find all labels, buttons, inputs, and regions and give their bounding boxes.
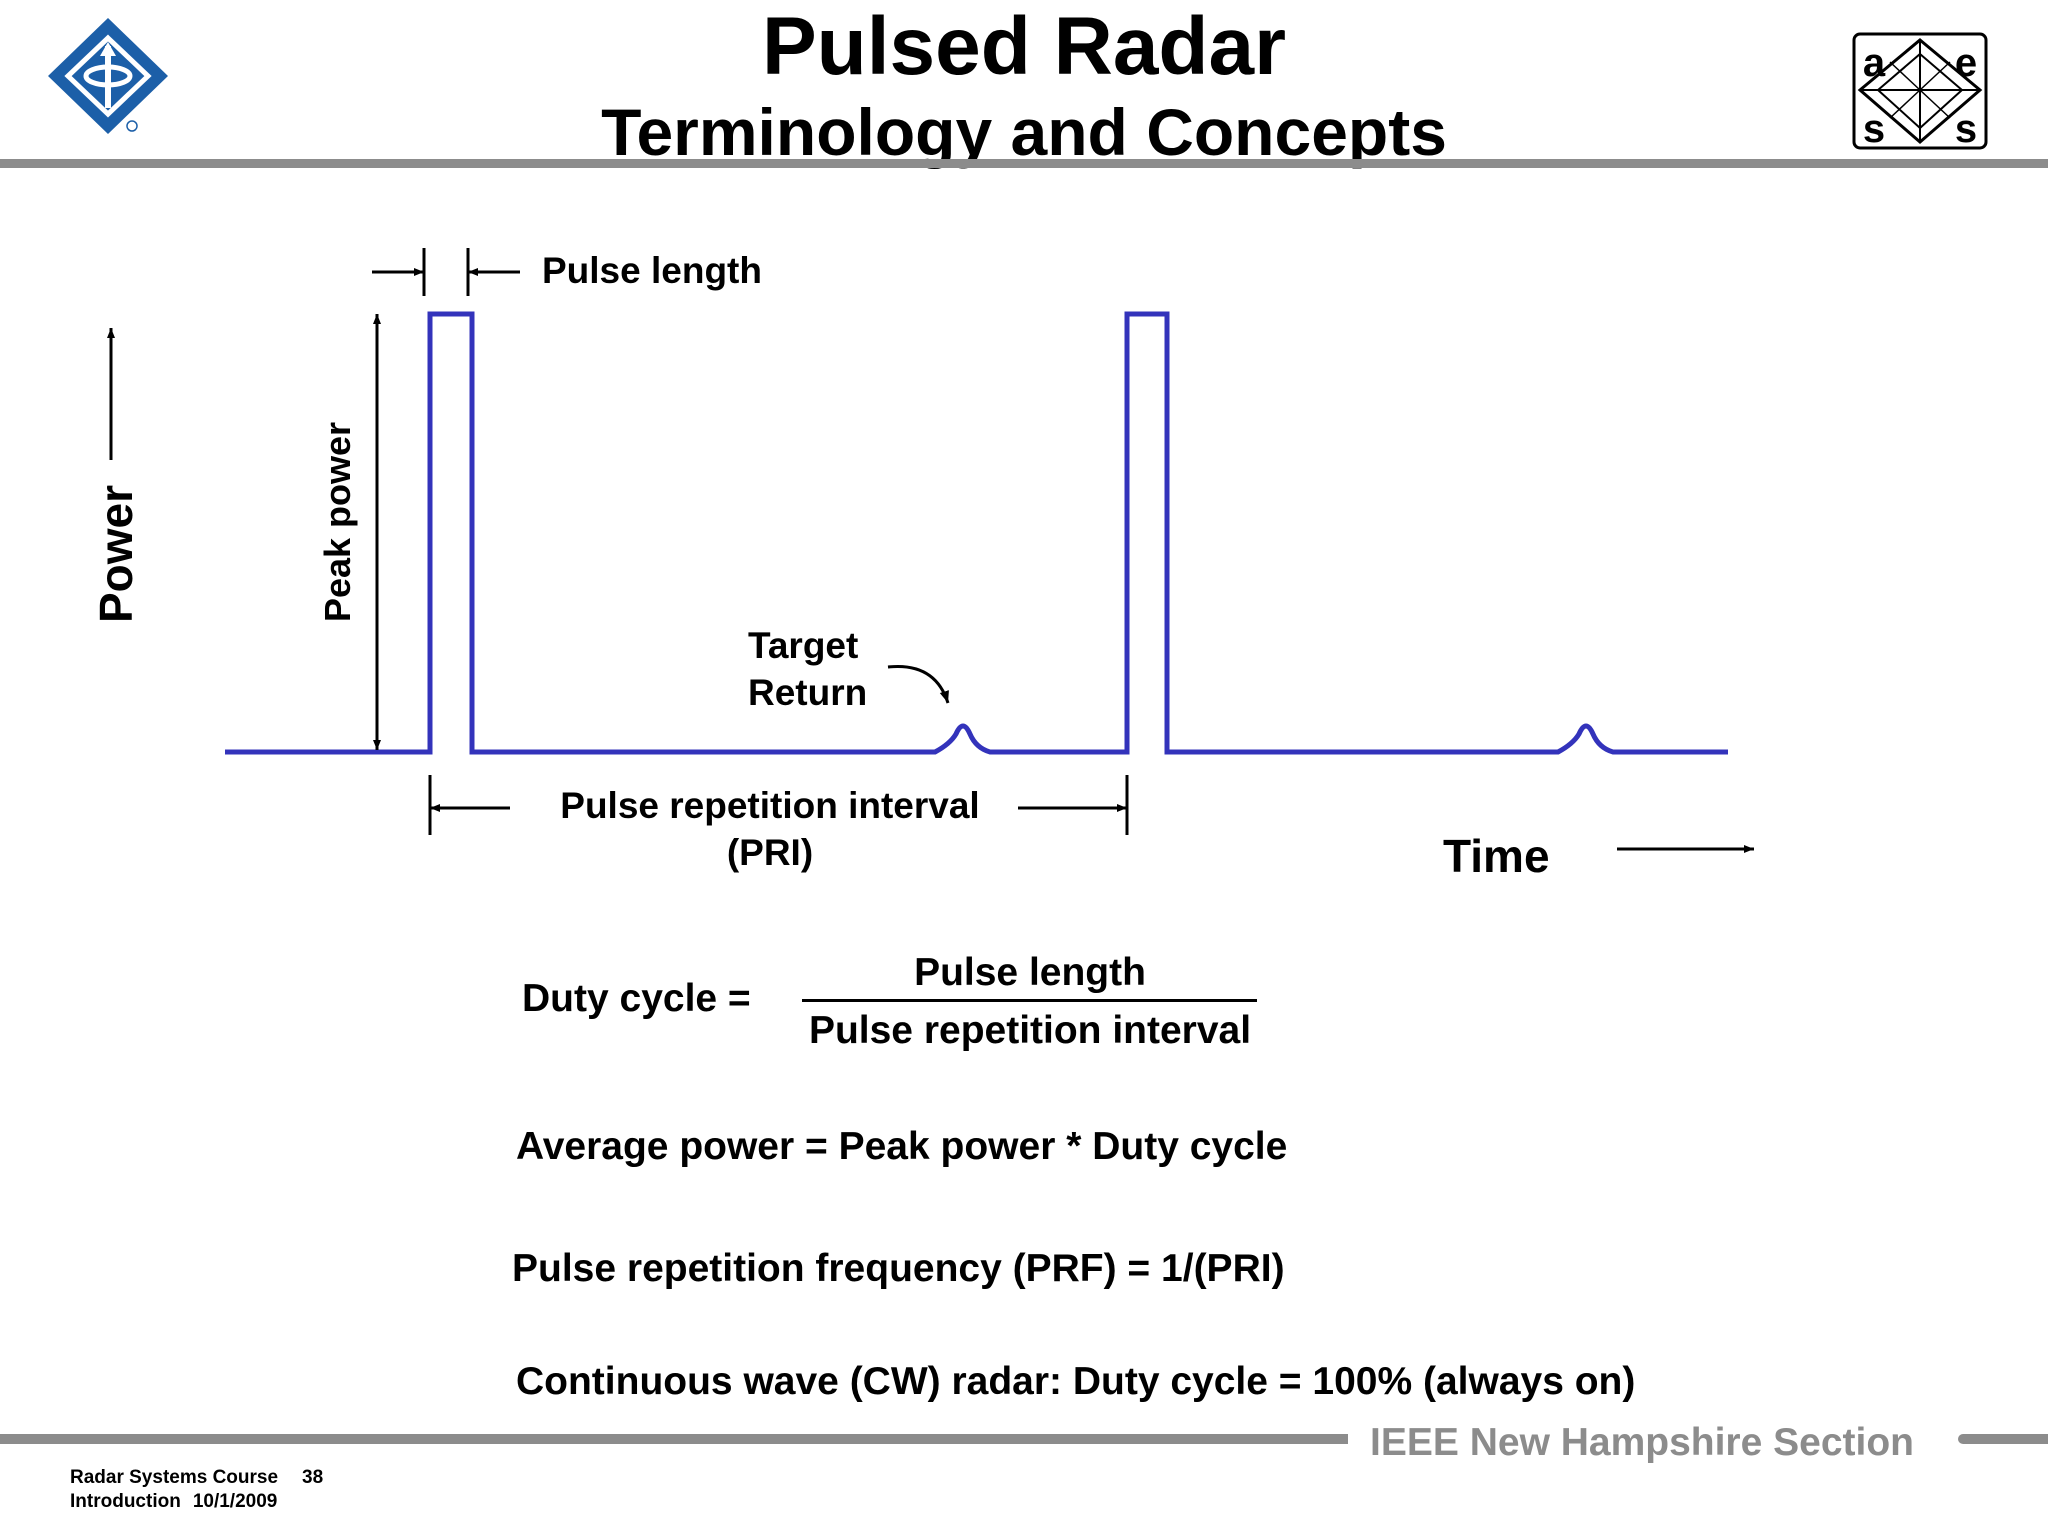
footer-org: IEEE New Hampshire Section: [1370, 1421, 1915, 1464]
duty-cycle-denominator: Pulse repetition interval: [808, 1009, 1252, 1052]
footer-section-name: Introduction: [70, 1491, 181, 1512]
duty-cycle-numerator: Pulse length: [914, 951, 1146, 994]
average-power-equation: Average power = Peak power * Duty cycle: [516, 1125, 1288, 1168]
prf-equation: Pulse repetition frequency (PRF) = 1/(PR…: [512, 1247, 1285, 1290]
slide-subtitle: Terminology and Concepts: [601, 95, 1447, 169]
pulse-length-label: Pulse length: [542, 250, 762, 291]
pri-label-line-1: Pulse repetition interval: [560, 785, 980, 826]
signal-trace: [225, 311, 1728, 755]
aess-letter: s: [1863, 107, 1885, 150]
footer-date: 10/1/2009: [192, 1491, 278, 1512]
target-return-line-2: Return: [748, 672, 868, 713]
header-divider: [0, 159, 2048, 168]
pri-label: Pulse repetition interval (PRI): [520, 782, 1020, 876]
aess-logo-icon: a e s s: [1852, 32, 1988, 150]
ieee-logo-icon: [48, 18, 168, 134]
slide-title: Pulsed Radar: [761, 1, 1287, 92]
fraction-bar: [802, 999, 1257, 1002]
target-return-arrow: [887, 664, 950, 704]
pri-label-line-2: (PRI): [726, 832, 814, 873]
power-axis-label: Power: [90, 484, 142, 624]
footer-course-name: Radar Systems Course: [70, 1467, 279, 1488]
footer-divider-right: [1958, 1434, 2048, 1444]
duty-cycle-lhs: Duty cycle =: [522, 977, 751, 1020]
target-return-line-1: Target: [748, 625, 859, 666]
target-return-label: Target Return: [748, 622, 867, 716]
footer-page-number: 38: [302, 1467, 324, 1488]
aess-letter: e: [1955, 41, 1977, 85]
aess-letter: a: [1863, 41, 1886, 85]
aess-letter: s: [1955, 107, 1977, 150]
footer-section: Introduction 10/1/2009: [70, 1490, 277, 1514]
cw-radar-equation: Continuous wave (CW) radar: Duty cycle =…: [516, 1360, 1636, 1403]
time-axis-label: Time: [1443, 830, 1550, 882]
peak-power-label: Peak power: [317, 421, 358, 623]
footer-course: Radar Systems Course 38: [70, 1466, 323, 1490]
footer-divider-left: [0, 1434, 1348, 1444]
